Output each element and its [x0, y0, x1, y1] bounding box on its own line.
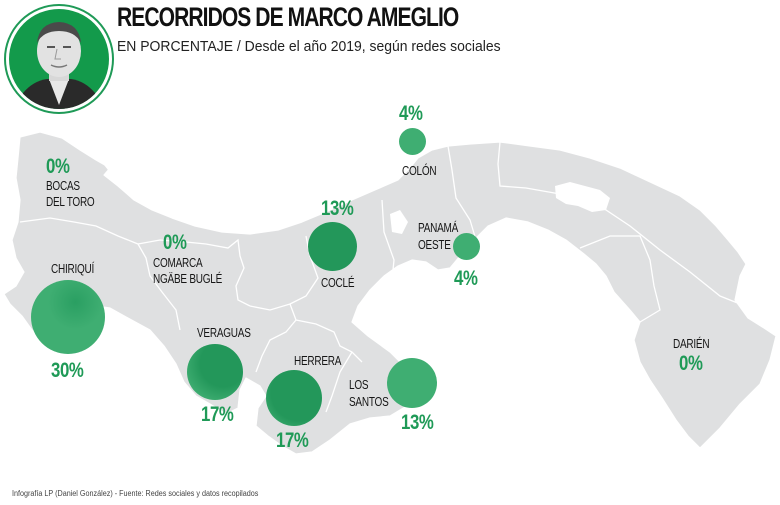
page-subtitle: EN PORCENTAJE / Desde el año 2019, según… — [117, 38, 501, 55]
colon-bubble — [399, 128, 426, 155]
avatar — [4, 4, 114, 114]
los-santos-label-line1: LOS — [349, 378, 369, 392]
map-west-central — [3, 131, 777, 455]
colon-label: COLÓN — [402, 164, 437, 178]
los-santos-percent: 13% — [401, 411, 434, 434]
panama-oeste-percent: 4% — [454, 267, 478, 290]
colon-percent: 4% — [399, 102, 423, 125]
panama-oeste-label-line2: OESTE — [418, 238, 451, 252]
chiriqui-bubble — [31, 280, 105, 354]
page-title: RECORRIDOS DE MARCO AMEGLIO — [117, 2, 459, 32]
herrera-percent: 17% — [276, 429, 309, 452]
los-santos-bubble — [387, 358, 437, 408]
herrera-bubble — [266, 370, 322, 426]
source-credit: Infografía LP (Daniel González) - Fuente… — [12, 489, 259, 498]
ngabe-bugle-label-line1: COMARCA — [153, 256, 203, 270]
darien-percent: 0% — [679, 352, 703, 375]
bocas-del-toro-label-line1: BOCAS — [46, 179, 80, 193]
chiriqui-label: CHIRIQUÍ — [51, 262, 95, 276]
panama-oeste-label-line1: PANAMÁ — [418, 221, 459, 235]
cocle-bubble — [308, 222, 357, 271]
veraguas-label: VERAGUAS — [197, 326, 251, 340]
cocle-label: COCLÉ — [321, 276, 355, 290]
veraguas-percent: 17% — [201, 403, 234, 426]
person-portrait-icon — [9, 9, 109, 109]
veraguas-bubble — [187, 344, 243, 400]
darien-label: DARIÉN — [673, 337, 710, 351]
ngabe-bugle-label-line2: NGÄBE BUGLÉ — [153, 272, 223, 286]
cocle-percent: 13% — [321, 197, 354, 220]
bocas-del-toro-percent: 0% — [46, 155, 70, 178]
chiriqui-percent: 30% — [51, 359, 84, 382]
ngabe-bugle-percent: 0% — [163, 231, 187, 254]
herrera-label: HERRERA — [294, 354, 342, 368]
los-santos-label-line2: SANTOS — [349, 395, 389, 409]
panama-oeste-bubble — [453, 233, 480, 260]
bocas-del-toro-label-line2: DEL TORO — [46, 195, 95, 209]
